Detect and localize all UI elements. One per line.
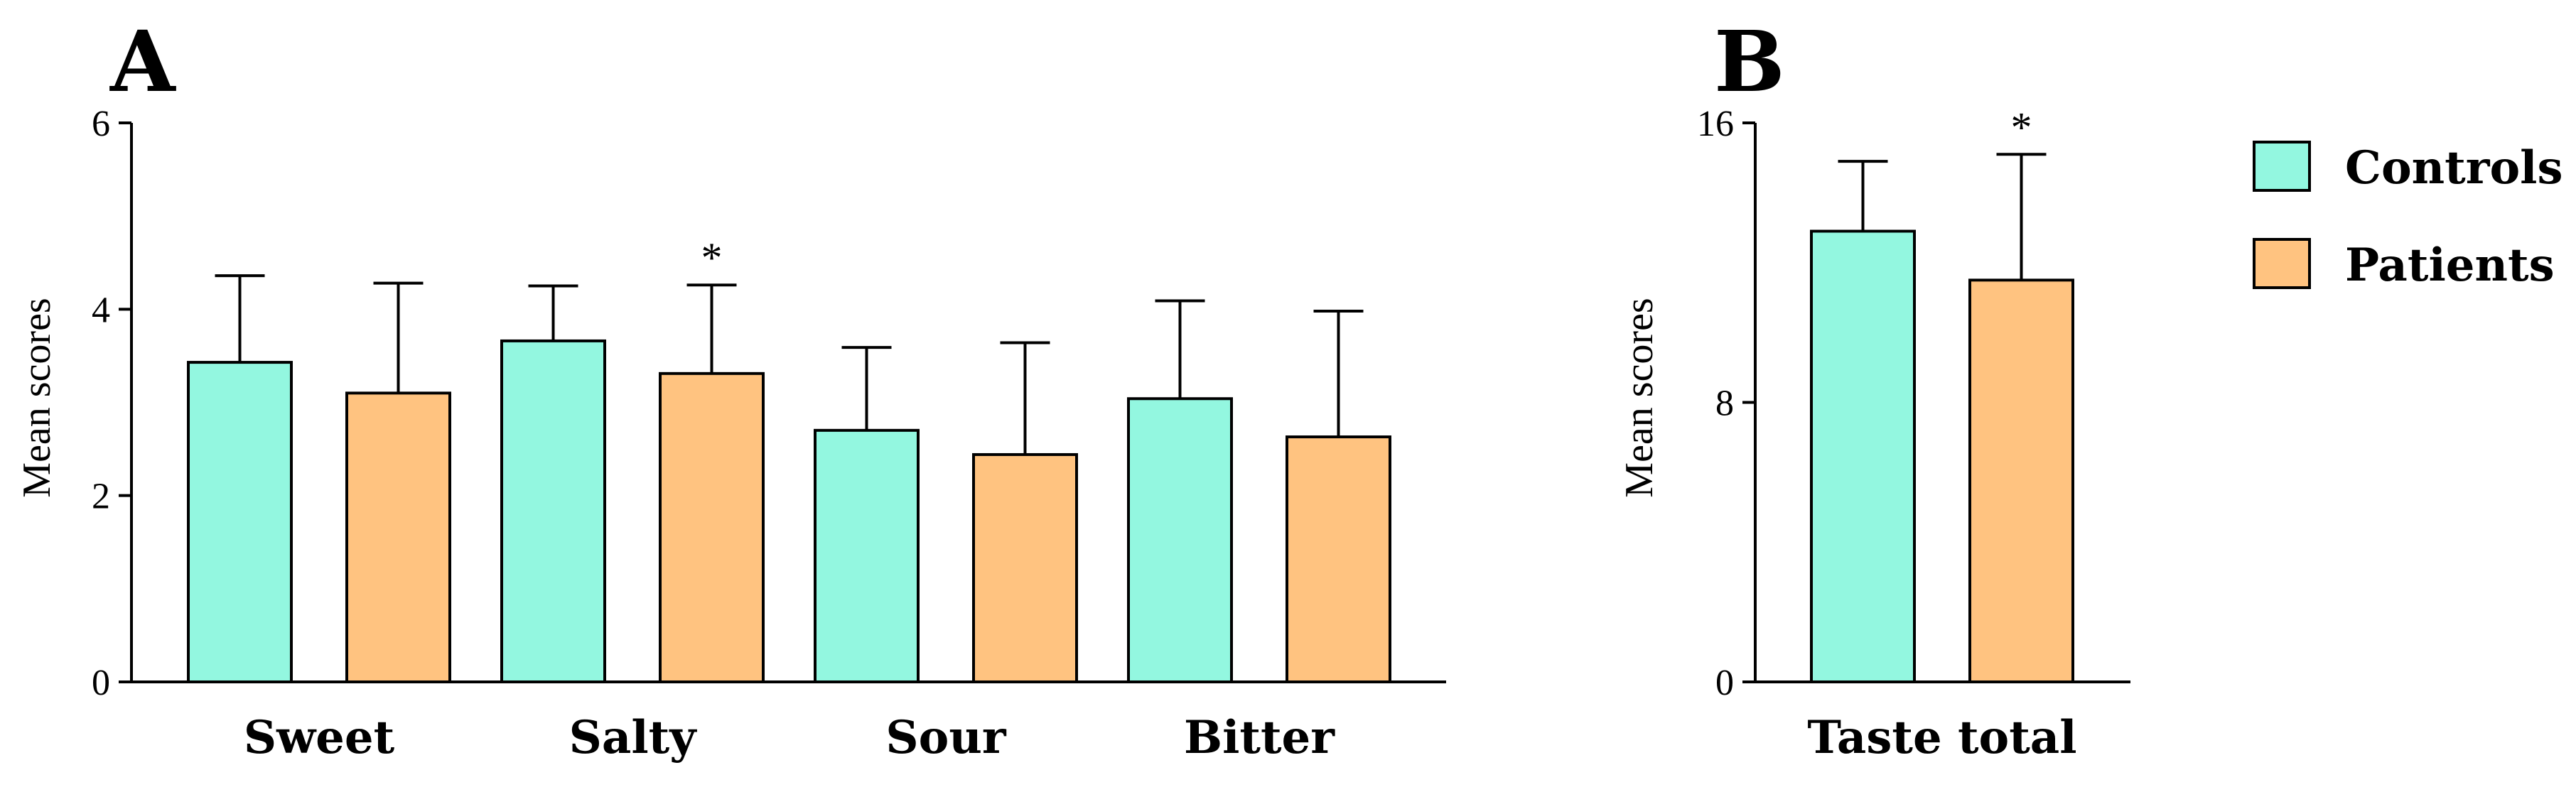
panel-a-category-label-sour: Sour xyxy=(885,711,1006,764)
legend: Controls Patients xyxy=(2253,141,2562,292)
panel-b-category-label-taste-total: Taste total xyxy=(1807,711,2076,764)
panel-a-category-label-salty: Salty xyxy=(569,711,698,764)
legend-label-patients: Patients xyxy=(2345,239,2555,292)
panel-b-ytick-label-16: 16 xyxy=(1697,104,1734,144)
panel-a-category-label-bitter: Bitter xyxy=(1184,711,1335,764)
panel-a-ylabel: Mean scores xyxy=(15,298,59,497)
panel-b-chart: 0 8 16 * Taste total xyxy=(1697,104,2130,764)
panel-b-ytick-label-8: 8 xyxy=(1715,384,1734,424)
panel-b-ytick-label-0: 0 xyxy=(1715,663,1734,703)
legend-swatch-controls xyxy=(2253,141,2311,192)
panel-b-letter: B xyxy=(1714,12,1785,111)
panel-a-bar-sour-patients xyxy=(972,452,1078,683)
panel-b-bar-taste-total-controls xyxy=(1810,229,1916,683)
panel-a-bar-sweet-controls xyxy=(187,361,293,683)
panel-b-significance-taste-total-patients: * xyxy=(2011,104,2032,151)
panel-a-ytick-label-6: 6 xyxy=(92,104,110,144)
panel-a-bar-salty-controls xyxy=(500,339,606,683)
panel-a-bar-bitter-controls xyxy=(1127,397,1233,684)
panel-a-category-label-sweet: Sweet xyxy=(244,711,395,764)
panel-a-bar-sour-controls xyxy=(814,428,920,683)
legend-label-controls: Controls xyxy=(2345,141,2562,195)
panel-b-bar-taste-total-patients xyxy=(1968,278,2074,683)
panel-a-chart: 0 2 4 6 Sweet * Salty Sour Bitter xyxy=(92,104,1446,764)
panel-a-ytick-label-2: 2 xyxy=(92,477,110,517)
panel-a-bar-bitter-patients xyxy=(1286,435,1391,683)
panel-a-letter: A xyxy=(109,12,176,111)
panel-b-ylabel: Mean scores xyxy=(1617,298,1661,497)
panel-a-bar-salty-patients xyxy=(659,371,765,683)
panel-a-ytick-label-0: 0 xyxy=(92,663,110,703)
legend-swatch-patients xyxy=(2253,238,2311,289)
panel-a-ytick-label-4: 4 xyxy=(92,290,110,330)
panel-a-bar-sweet-patients xyxy=(345,391,451,684)
panel-a-significance-salty-patients: * xyxy=(701,234,723,281)
